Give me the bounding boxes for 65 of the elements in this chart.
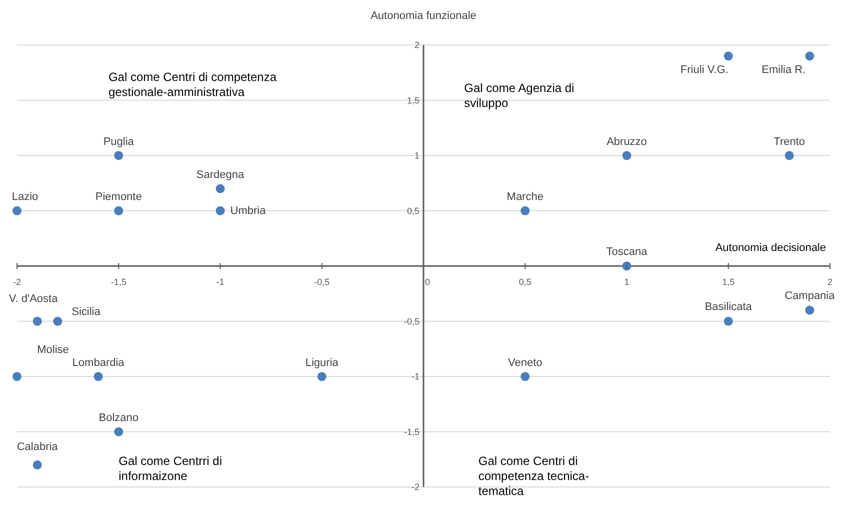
annotation: Bolzano xyxy=(98,410,139,425)
annotation: Emilia R. xyxy=(762,63,806,78)
x-tick-label: 0 xyxy=(424,277,430,287)
annotation: Gal come Centrri di informaizone xyxy=(118,454,223,484)
y-tick-label: 1 xyxy=(414,150,420,160)
annotation: Lombardia xyxy=(72,356,124,370)
point xyxy=(520,206,530,216)
annotation: Sicilia xyxy=(72,305,100,320)
y-tick-label: 0,5 xyxy=(406,206,420,216)
annotation: Basilicata xyxy=(704,300,752,314)
annotation: V. d'Aosta xyxy=(8,292,58,306)
point xyxy=(622,150,632,160)
point xyxy=(32,460,42,470)
annotation: Campania xyxy=(784,289,835,304)
y-tick-label: 1,5 xyxy=(406,95,420,106)
annotation: Toscana xyxy=(606,245,648,259)
annotation: Sardegna xyxy=(196,168,244,182)
x-tick-label: -1,5 xyxy=(110,277,126,287)
annotation: Trento xyxy=(774,134,806,148)
point xyxy=(805,52,814,61)
annotation: Abruzzo xyxy=(606,134,647,148)
point xyxy=(784,150,794,160)
point xyxy=(12,206,22,216)
annotation: Umbria xyxy=(230,204,266,218)
x-tick-label: -0,5 xyxy=(314,277,330,287)
point xyxy=(724,52,733,61)
x-tick-label: 1,5 xyxy=(722,277,735,287)
point xyxy=(805,306,814,315)
point xyxy=(622,261,632,271)
annotation: Gal come Centri di competenza gestionale-amministrativa xyxy=(108,70,278,100)
x-tick-label: -1 xyxy=(216,277,224,287)
annotation: Marche xyxy=(506,190,544,204)
x-tick-label: -2 xyxy=(12,277,22,287)
point xyxy=(216,206,225,216)
point xyxy=(520,372,530,382)
point xyxy=(114,206,124,216)
y-tick-label: 2 xyxy=(414,40,420,50)
point xyxy=(114,427,124,436)
point xyxy=(216,184,225,194)
point xyxy=(32,316,42,326)
point xyxy=(12,372,22,382)
point xyxy=(724,316,733,326)
annotation: Calabria xyxy=(16,440,58,454)
annotation: Gal come Agenzia di sviluppo xyxy=(464,81,576,112)
annotation: Molise xyxy=(37,342,69,356)
annotation: Puglia xyxy=(103,134,134,148)
annotation: Liguria xyxy=(305,356,338,370)
annotation: Gal come Centri di competenza tecnica-tematica xyxy=(478,454,590,499)
y-tick-label: -1,5 xyxy=(404,426,420,437)
annotation: Friuli V.G. xyxy=(680,63,728,78)
x-axis-title: Autonomia decisionale xyxy=(715,242,826,254)
x-tick-label: 1 xyxy=(624,277,630,287)
y-tick-label: -1 xyxy=(411,372,420,382)
x-tick-label: 2 xyxy=(827,277,833,287)
y-tick-label: -2 xyxy=(411,482,420,492)
annotation: Lazio xyxy=(12,190,38,204)
x-tick-label: 0,5 xyxy=(518,277,532,287)
annotation: Piemonte xyxy=(95,190,142,204)
point xyxy=(317,372,326,382)
y-tick-label: -0,5 xyxy=(404,316,420,326)
annotation: Veneto xyxy=(508,356,542,370)
point xyxy=(53,316,62,326)
point xyxy=(114,150,124,160)
point xyxy=(94,372,103,382)
y-axis-title: Autonomia funzionale xyxy=(370,10,478,22)
